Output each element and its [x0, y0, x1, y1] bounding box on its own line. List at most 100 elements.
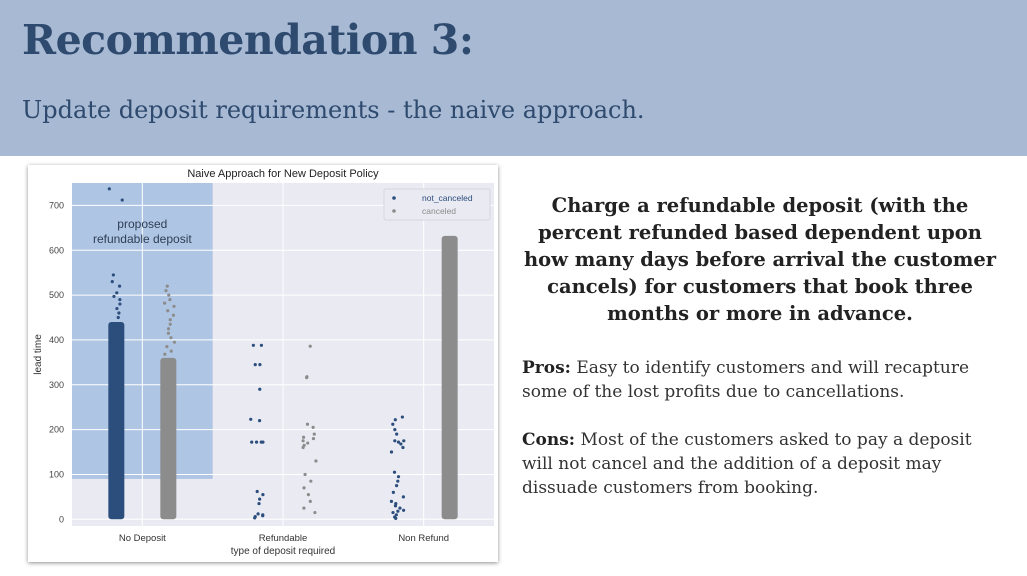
- data-point-not_canceled: [110, 280, 114, 284]
- data-point-not_canceled: [258, 497, 262, 501]
- data-point-not_canceled: [118, 302, 122, 306]
- data-point-canceled: [168, 322, 172, 326]
- x-tick-label: No Deposit: [119, 533, 166, 544]
- y-tick-label: 700: [49, 200, 64, 210]
- x-tick-label: Refundable: [259, 533, 308, 544]
- data-point-not_canceled: [401, 495, 405, 499]
- data-point-not_canceled: [392, 470, 397, 474]
- data-point-not_canceled: [111, 273, 115, 277]
- data-point-not_canceled: [401, 445, 405, 450]
- data-point-not_canceled: [396, 475, 401, 479]
- cons-label: Cons:: [522, 430, 576, 450]
- data-point-not_canceled: [396, 479, 400, 483]
- data-point-not_canceled: [393, 418, 397, 422]
- data-point-not_canceled: [396, 440, 401, 444]
- dense-strip-canceled: [441, 235, 458, 520]
- data-point-canceled: [312, 432, 316, 436]
- data-point-not_canceled: [393, 504, 398, 508]
- data-point-not_canceled: [115, 306, 119, 311]
- y-tick-label: 200: [49, 425, 64, 435]
- data-point-not_canceled: [394, 516, 398, 520]
- data-point-canceled: [163, 352, 167, 356]
- data-point-canceled: [164, 289, 168, 293]
- data-point-canceled: [306, 493, 310, 497]
- data-point-canceled: [309, 479, 313, 483]
- slide-subtitle: Update deposit requirements - the naive …: [22, 96, 645, 124]
- data-point-not_canceled: [253, 516, 257, 520]
- data-point-not_canceled: [249, 417, 253, 421]
- x-axis-label: type of deposit required: [231, 546, 336, 557]
- data-point-canceled: [308, 344, 312, 348]
- recommendation-headline: Charge a refundable deposit (with the pe…: [523, 194, 997, 325]
- chart-card: 0 100 200 300 400 500 600 700 No Deposit Refundab…: [28, 165, 498, 562]
- data-point-canceled: [301, 445, 305, 450]
- data-point-not_canceled: [258, 362, 262, 367]
- data-point-not_canceled: [261, 514, 265, 518]
- data-point-not_canceled: [112, 294, 116, 299]
- data-point-not_canceled: [117, 311, 121, 315]
- data-point-not_canceled: [394, 513, 398, 517]
- data-point-canceled: [172, 340, 177, 344]
- header-banner: [0, 0, 1027, 156]
- data-point-not_canceled: [107, 187, 111, 191]
- data-point-canceled: [301, 435, 306, 439]
- y-tick-label: 0: [59, 514, 64, 524]
- data-point-not_canceled: [115, 291, 119, 295]
- data-point-not_canceled: [394, 484, 399, 488]
- slide-title: Recommendation 3:: [22, 16, 474, 64]
- y-tick-label: 600: [49, 245, 64, 255]
- data-point-canceled: [302, 486, 306, 490]
- data-point-not_canceled: [120, 198, 124, 202]
- data-point-not_canceled: [400, 415, 404, 419]
- data-point-canceled: [305, 375, 309, 380]
- legend-marker-canceled: [392, 209, 396, 213]
- data-point-not_canceled: [118, 297, 122, 302]
- y-tick-label: 100: [49, 469, 64, 479]
- dense-strip-canceled: [160, 357, 177, 520]
- y-tick-label: 500: [49, 290, 64, 300]
- data-point-canceled: [167, 293, 171, 297]
- data-point-canceled: [171, 313, 176, 317]
- dense-strip-not_canceled: [108, 321, 125, 520]
- legend-label: canceled: [422, 206, 456, 216]
- y-tick-label: 300: [49, 380, 64, 390]
- data-point-not_canceled: [251, 343, 255, 347]
- data-point-not_canceled: [391, 422, 395, 426]
- data-point-canceled: [166, 327, 171, 331]
- data-point-not_canceled: [395, 432, 399, 436]
- data-point-not_canceled: [259, 343, 264, 347]
- data-point-canceled: [168, 297, 172, 302]
- data-point-not_canceled: [255, 489, 259, 494]
- data-point-not_canceled: [258, 387, 262, 391]
- data-point-not_canceled: [393, 428, 397, 432]
- data-point-canceled: [301, 439, 305, 443]
- data-point-canceled: [166, 331, 171, 335]
- data-point-canceled: [313, 510, 317, 515]
- data-point-canceled: [168, 318, 172, 322]
- cons-paragraph: Cons: Most of the customers asked to pay…: [522, 428, 1002, 500]
- data-point-not_canceled: [117, 284, 122, 288]
- annotation-text: proposed: [117, 217, 167, 231]
- data-point-not_canceled: [391, 510, 395, 515]
- legend-marker-not_canceled: [392, 196, 396, 200]
- data-point-not_canceled: [389, 499, 394, 503]
- legend-box: [383, 188, 491, 221]
- data-point-not_canceled: [254, 440, 259, 444]
- data-point-not_canceled: [257, 419, 262, 423]
- data-point-not_canceled: [116, 315, 120, 320]
- data-point-not_canceled: [398, 506, 402, 510]
- data-point-not_canceled: [402, 439, 406, 443]
- legend-label: not_canceled: [422, 193, 473, 203]
- cons-text: Most of the customers asked to pay a dep…: [522, 430, 972, 498]
- data-point-not_canceled: [250, 440, 254, 444]
- pros-label: Pros:: [522, 358, 571, 378]
- data-point-canceled: [303, 472, 307, 477]
- pros-paragraph: Pros: Easy to identify customers and wil…: [522, 356, 1002, 404]
- annotation-text: refundable deposit: [93, 232, 192, 246]
- chart-title: Naive Approach for New Deposit Policy: [187, 168, 379, 180]
- data-point-canceled: [305, 422, 310, 426]
- data-point-canceled: [169, 349, 173, 353]
- data-point-canceled: [165, 284, 169, 288]
- data-point-not_canceled: [256, 512, 260, 516]
- data-point-not_canceled: [393, 439, 397, 443]
